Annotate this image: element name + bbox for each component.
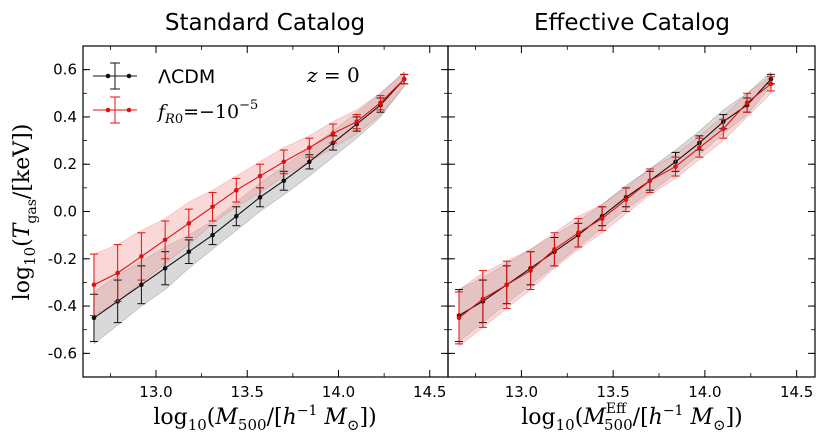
data-point-fr0 [456,315,462,321]
data-point-fr0 [504,282,510,288]
x-axis-label-effective: log10(MEff 500/[h−1 M⊙]) [521,401,743,434]
legend-label-fr0: fR0=−10−5 [156,98,258,127]
x-tick-label: 14.5 [413,383,446,401]
y-tick-label: 0.2 [53,155,77,173]
y-tick-label: 0.6 [53,61,77,79]
data-point-lcdm [281,178,287,184]
x-tick-label: 13.0 [505,383,538,401]
x-axis-label-standard: log10(M500/[h−1 M⊙]) [153,403,376,434]
legend-entry-fr0: fR0=−10−5 [93,96,258,127]
y-tick-label: -0.4 [48,297,77,315]
y-tick-label: 0.0 [53,203,77,221]
y-tick-label: 0.4 [53,108,77,126]
data-point-fr0 [697,145,702,150]
x-tick-label: 13.5 [596,383,629,401]
x-tick-label: 13.0 [139,383,172,401]
data-point-fr0 [281,159,287,165]
band-fr0 [458,76,772,347]
data-point-fr0 [768,81,774,87]
legend-entry-lcdm: ΛCDM [93,62,215,90]
redshift-annotation: z = 0 [306,63,360,87]
y-tick-label: -0.6 [48,344,77,362]
series-line-fr0 [93,78,405,286]
series-line-lcdm [93,78,405,319]
svg-text:log10(M500/[h−1 M⊙]): log10(M500/[h−1 M⊙]) [153,403,376,434]
data-point-fr0 [234,187,239,193]
data-point-fr0 [378,100,383,106]
data-point-fr0 [354,119,360,124]
x-tick-label: 13.5 [231,383,264,401]
band-lcdm [93,71,405,345]
legend-marker-fr0 [105,107,111,113]
data-point-fr0 [401,76,407,82]
data-point-fr0 [139,254,144,259]
data-point-lcdm [162,265,168,271]
data-point-fr0 [647,178,653,184]
legend: ΛCDM fR0=−10−5 [93,62,258,127]
data-point-fr0 [720,126,726,132]
data-point-fr0 [307,145,312,150]
data-point-fr0 [257,173,263,179]
panel-title-effective: Effective Catalog [534,10,730,36]
data-point-lcdm [257,195,263,200]
data-point-fr0 [91,282,97,288]
legend-label-lcdm: ΛCDM [158,66,215,88]
data-point-fr0 [552,247,557,252]
data-point-fr0 [186,221,192,226]
band-fr0 [93,71,405,317]
data-point-fr0 [330,131,336,136]
panel-effective-catalog: 13.0 13.5 14.0 14.5 [447,45,816,401]
data-point-fr0 [623,197,629,202]
data-point-fr0 [744,100,750,106]
legend-marker-fr0 [126,107,132,113]
data-point-fr0 [210,204,215,210]
data-point-lcdm [91,315,97,321]
data-point-lcdm [186,249,192,254]
data-point-fr0 [115,270,120,276]
data-point-fr0 [528,268,533,273]
x-tick-label: 14.5 [780,383,813,401]
x-tick-label: 14.0 [322,383,355,401]
panel-title-standard: Standard Catalog [165,10,365,36]
panel-standard-catalog: 13.0 13.5 14.0 14.5 -0.6 -0.4 -0.2 0.0 0.2 0.4 0.6 [48,45,449,401]
data-point-fr0 [480,296,486,302]
data-point-fr0 [162,237,168,243]
legend-marker-lcdm [126,73,132,79]
legend-marker-lcdm [105,73,111,79]
data-point-lcdm [210,232,215,238]
data-point-lcdm [307,159,312,165]
data-point-fr0 [599,216,605,221]
data-point-fr0 [575,230,581,236]
svg-text:log10(Tgas/[keV]): log10(Tgas/[keV]) [10,124,40,301]
data-point-lcdm [234,213,239,219]
y-axis-label: log10(Tgas/[keV]) [10,124,40,301]
data-point-lcdm [139,282,144,288]
x-tick-label: 14.0 [688,383,721,401]
data-point-fr0 [673,164,678,169]
y-tick-label: -0.2 [48,250,77,268]
series-line-fr0 [458,83,772,319]
